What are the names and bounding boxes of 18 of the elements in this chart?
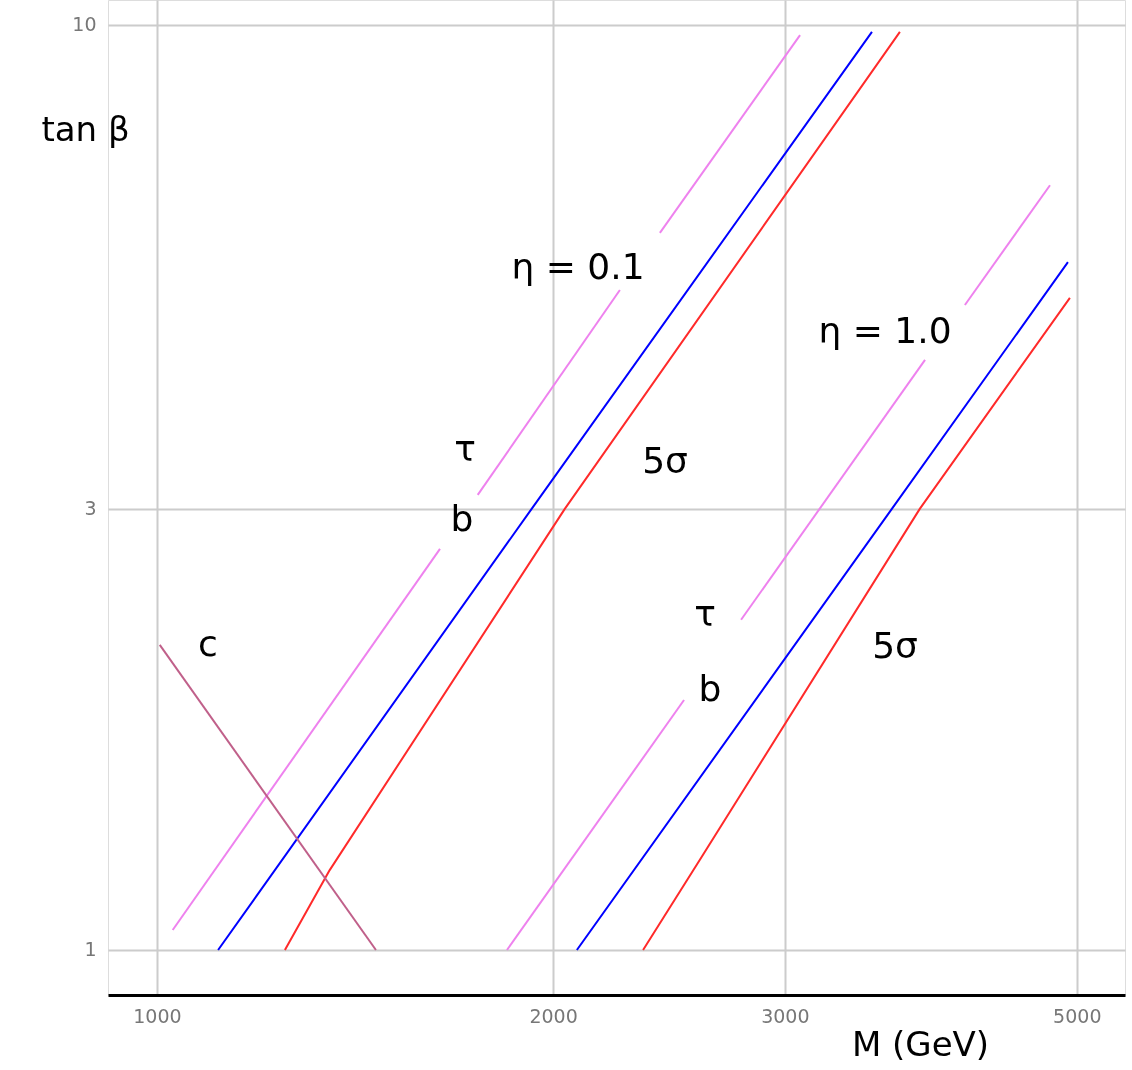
annotation: 5σ <box>642 440 688 481</box>
annotation: τ <box>694 593 716 634</box>
annotation: η = 0.1 <box>511 246 645 287</box>
x-tick-label: 2000 <box>529 1004 578 1027</box>
y-tick-label: 3 <box>84 497 97 520</box>
y-tick-label: 1 <box>84 938 97 961</box>
x-tick-label: 3000 <box>761 1004 810 1027</box>
annotation: b <box>450 498 474 539</box>
annotation: 5σ <box>872 625 918 666</box>
x-tick-label: 1000 <box>133 1004 182 1027</box>
y-axis-title: tan β <box>41 108 130 149</box>
x-axis-title: M (GeV) <box>851 1023 990 1064</box>
annotation: c <box>198 623 218 664</box>
annotation: τ <box>454 428 476 469</box>
x-tick-label: 5000 <box>1053 1004 1102 1027</box>
annotation: η = 1.0 <box>818 310 952 351</box>
annotation: b <box>698 668 722 709</box>
y-tick-label: 10 <box>72 13 97 36</box>
